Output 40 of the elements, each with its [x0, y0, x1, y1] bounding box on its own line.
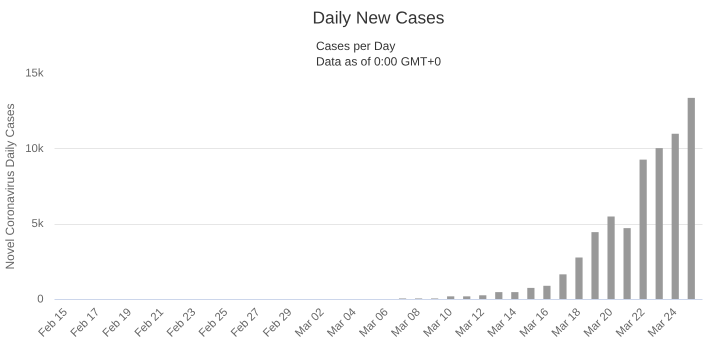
x-tick-label: Mar 18 [550, 306, 584, 340]
bar [607, 216, 615, 300]
y-axis-title: Novel Coronavirus Daily Cases [3, 103, 18, 270]
x-tick-label: Feb 29 [261, 306, 295, 340]
y-tick-label: 10k [25, 142, 44, 155]
x-tick-label: Mar 12 [454, 306, 488, 340]
x-tick-label: Mar 16 [518, 306, 552, 340]
y-tick-label: 0 [37, 294, 44, 306]
bar [656, 148, 663, 300]
bar [591, 232, 599, 300]
x-tick-label: Feb 25 [196, 306, 230, 340]
bar [511, 292, 518, 300]
x-tick-label: Mar 02 [293, 306, 327, 340]
x-tick-label: Mar 14 [486, 306, 520, 340]
x-tick-label: Feb 17 [68, 306, 102, 340]
y-tick-label: 5k [32, 218, 44, 230]
x-tick-label: Mar 06 [357, 306, 391, 340]
bar [672, 134, 679, 300]
chart-subtitle: Cases per Day Data as of 0:00 GMT+0 [316, 39, 442, 68]
x-tick-label: Feb 19 [100, 306, 134, 340]
chart-title: Daily New Cases [312, 8, 445, 28]
x-tick-label: Feb 15 [36, 306, 70, 340]
x-tick-label: Mar 04 [325, 306, 359, 340]
x-tick-label: Feb 23 [164, 306, 198, 340]
bar [527, 288, 534, 300]
bar [575, 257, 583, 300]
x-tick-label: Feb 21 [132, 306, 166, 340]
bar [559, 274, 567, 300]
bar [688, 98, 695, 300]
x-tick-label: Mar 22 [614, 306, 648, 340]
x-tick-label: Mar 20 [582, 306, 616, 340]
bar [640, 160, 647, 300]
x-tick-label: Mar 10 [421, 306, 455, 340]
bar [495, 292, 502, 300]
bar [624, 228, 631, 300]
x-tick-label: Mar 08 [389, 306, 423, 340]
x-tick-label: Mar 24 [646, 306, 680, 340]
bar [543, 286, 551, 300]
x-tick-label: Feb 27 [229, 306, 262, 340]
y-tick-label: 15k [25, 68, 44, 80]
